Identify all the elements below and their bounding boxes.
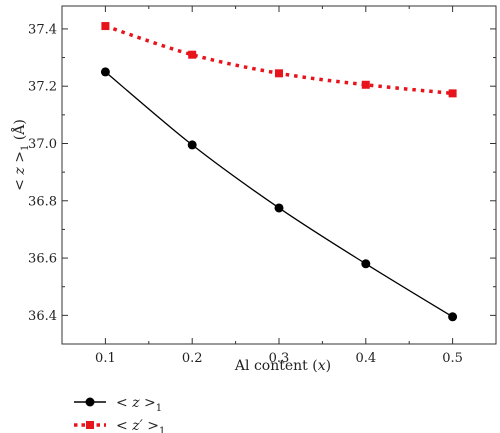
y-axis-label-unit: (Å) — [10, 119, 28, 144]
legend-label-z: < z >1 — [116, 395, 162, 414]
legend-zprime-var: z′ — [131, 418, 143, 433]
plot-frame — [61, 5, 497, 345]
series-line-0 — [104, 71, 453, 318]
y-axis-label-prefix: < — [12, 175, 28, 191]
series-group — [100, 22, 458, 322]
data-point-series-0 — [448, 312, 458, 322]
legend-zprime-sub: 1 — [159, 426, 165, 433]
y-tick-label: 36.8 — [28, 194, 57, 209]
data-point-series-0 — [187, 140, 197, 150]
x-tick-label: 0.1 — [95, 351, 116, 366]
y-axis-label: < z >1 (Å) — [10, 119, 31, 191]
legend-z-suffix: > — [140, 395, 156, 411]
data-point-series-0 — [361, 259, 371, 269]
data-point-series-1 — [188, 50, 197, 59]
y-tick-label: 36.4 — [28, 309, 57, 324]
y-tick-label: 37.2 — [28, 80, 57, 95]
y-tick-label: 37.4 — [28, 22, 57, 37]
y-axis-label-var: z — [12, 167, 28, 176]
legend-marker-zprime — [86, 421, 94, 429]
legend-item-zprime: < z′ >1 — [74, 418, 165, 433]
y-tick-label: 36.6 — [28, 252, 57, 267]
x-tick-label: 0.3 — [269, 351, 290, 366]
legend-z-sub: 1 — [156, 403, 162, 414]
x-axis-label-var: x — [318, 358, 326, 374]
x-axis-label-close: ) — [326, 358, 331, 374]
legend-z-var: z — [131, 395, 140, 411]
legend: < z >1 < z′ >1 — [74, 395, 165, 433]
y-axis-label-suffix: > — [12, 151, 28, 167]
legend-zprime-prefix: < — [116, 418, 132, 433]
y-axis-label-subscript: 1 — [20, 145, 31, 151]
legend-zprime-suffix: > — [143, 418, 159, 433]
y-tick-label: 37.0 — [28, 137, 57, 152]
data-point-series-1 — [361, 80, 370, 89]
x-tick-label: 0.4 — [355, 351, 376, 366]
data-point-series-1 — [448, 89, 457, 98]
legend-marker-z — [85, 397, 95, 407]
data-point-series-0 — [100, 67, 110, 77]
data-point-series-1 — [101, 22, 110, 31]
x-axis-label-text: Al content ( — [234, 358, 318, 374]
x-tick-label: 0.5 — [442, 351, 463, 366]
x-axis-label: Al content (x) — [234, 358, 331, 374]
data-point-series-0 — [274, 203, 284, 213]
legend-z-prefix: < — [116, 395, 132, 411]
data-point-series-1 — [275, 69, 283, 78]
x-tick-label: 0.2 — [182, 351, 203, 366]
legend-item-z: < z >1 — [74, 395, 162, 414]
series-line-1 — [104, 24, 453, 96]
axes: 0.1 0.2 0.3 0.4 0.5 36.4 36.6 36.8 37.0 37.2 37.4 — [28, 5, 497, 366]
legend-label-zprime: < z′ >1 — [116, 418, 165, 433]
